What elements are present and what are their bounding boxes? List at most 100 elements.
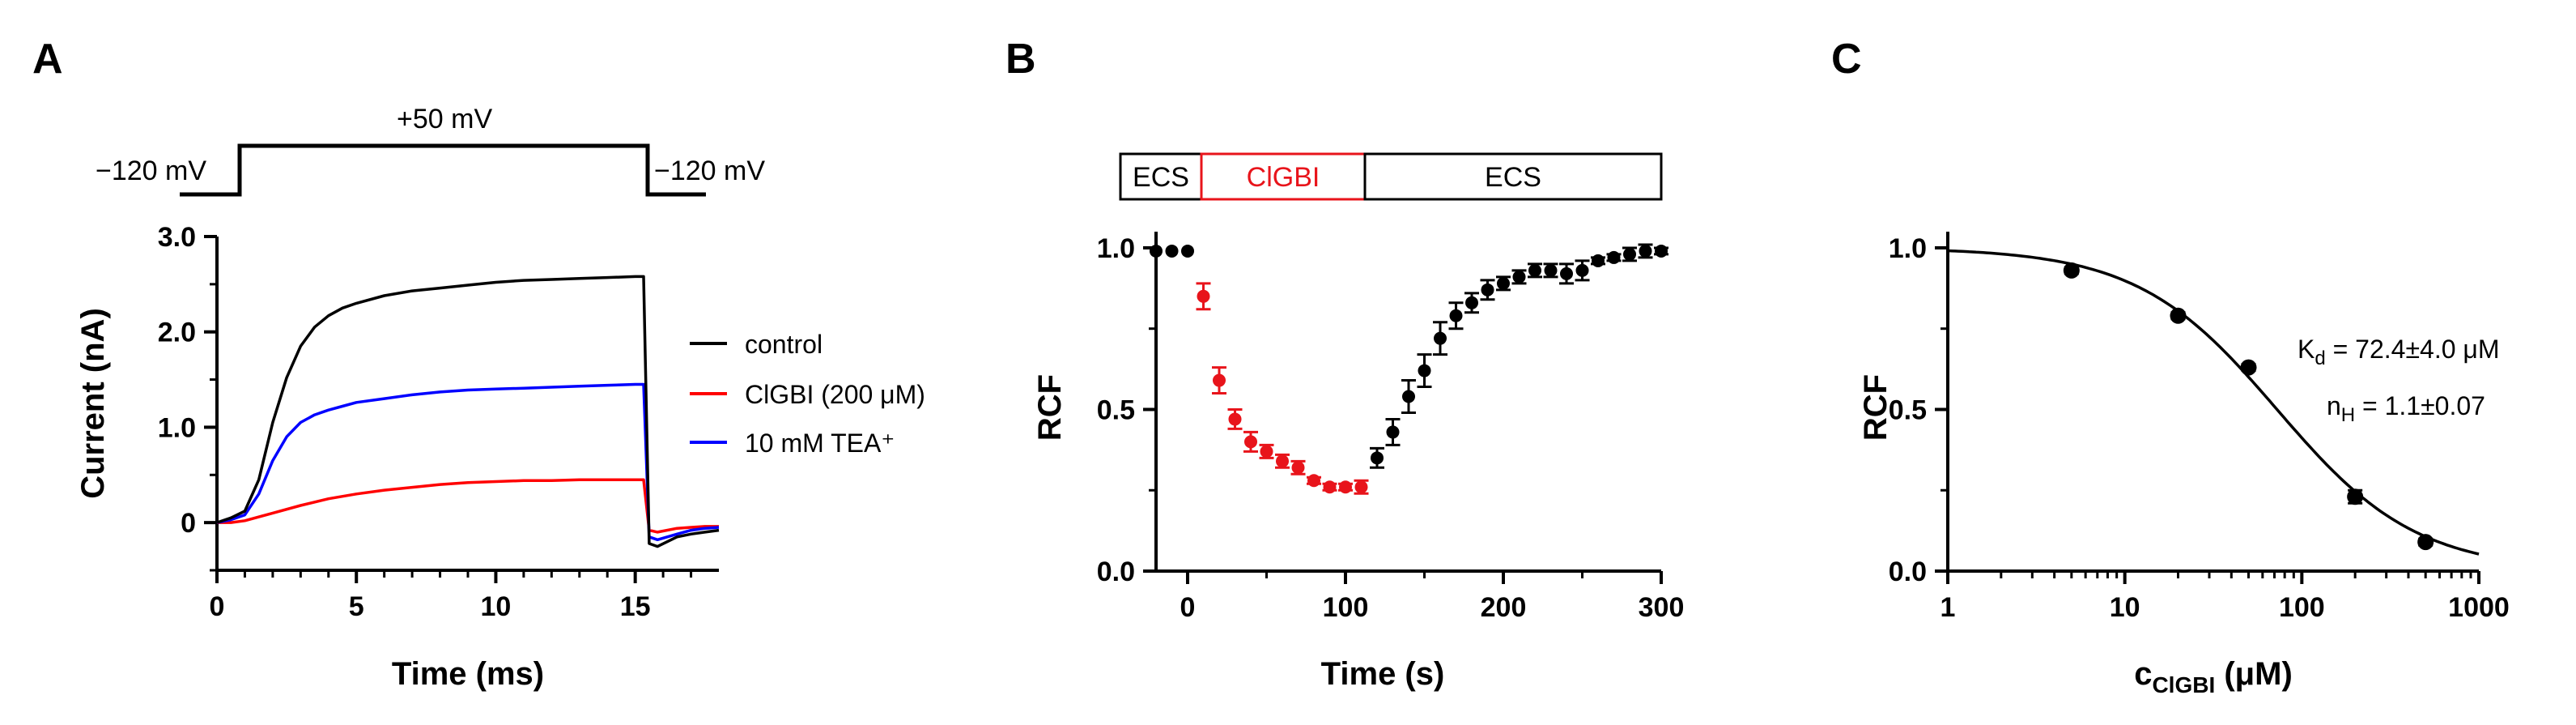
data-point xyxy=(1213,373,1226,387)
x-tick-label: 1000 xyxy=(2448,592,2510,623)
panel-c-x-axis-title-main: c xyxy=(2134,656,2152,692)
trace-tea xyxy=(216,382,720,542)
data-point xyxy=(1339,480,1352,494)
bar-ecs-left-label: ECS xyxy=(1133,162,1189,193)
voltage-protocol-trace xyxy=(180,143,706,197)
legend-label-clgbi: ClGBI (200 μM) xyxy=(745,380,925,409)
bar-ecs-right xyxy=(1363,152,1663,201)
data-point xyxy=(2170,307,2187,324)
panel-c-letter: C xyxy=(1831,36,1862,83)
panel-b-points xyxy=(1150,243,1668,495)
x-tick-label: 200 xyxy=(1481,592,1527,623)
y-tick-label: 0.5 xyxy=(1889,394,1927,425)
panel-a-ticks: 0 5 10 15 0 1.0 2.0 3.0 xyxy=(158,222,693,622)
x-tick-label: 10 xyxy=(2110,592,2140,623)
data-point xyxy=(2063,262,2080,279)
data-point xyxy=(1655,244,1668,258)
y-tick-label: 0.0 xyxy=(1889,557,1927,587)
data-point xyxy=(1607,250,1621,264)
panel-a-traces xyxy=(216,275,720,548)
trace-clgbi xyxy=(217,478,719,534)
x-tick-label: 10 xyxy=(481,591,512,622)
trace-control xyxy=(216,275,720,548)
panel-b-x-axis-title: Time (s) xyxy=(1321,656,1445,692)
data-point xyxy=(1528,263,1541,277)
panel-b-ticks: 0 100 200 300 0.0 0.5 1.0 xyxy=(1097,233,1685,623)
nh-annotation-value: = 1.1±0.07 xyxy=(2355,391,2485,420)
data-point xyxy=(1323,480,1337,494)
bar-ecs-right-label: ECS xyxy=(1485,162,1541,193)
panel-c-x-axis-title-sub: ClGBI xyxy=(2152,672,2215,697)
x-tick-label: 100 xyxy=(1323,592,1369,623)
data-point xyxy=(1307,474,1320,488)
protocol-step-label: +50 mV xyxy=(397,104,492,134)
kd-annotation: Kd = 72.4±4.0 μM xyxy=(2298,335,2499,369)
panel-b-y-axis-title: RCF xyxy=(1032,374,1068,441)
data-point xyxy=(1592,254,1605,267)
x-tick-label: 300 xyxy=(1639,592,1685,623)
data-point xyxy=(1560,267,1573,280)
data-point xyxy=(1639,244,1652,258)
data-point xyxy=(1481,283,1494,296)
data-point xyxy=(1497,276,1510,290)
panel-c-ticks: 1 10 100 1000 0.0 0.5 1.0 xyxy=(1889,233,2510,623)
panel-a-y-axis-title: Current (nA) xyxy=(75,308,111,499)
legend-label-tea: 10 mM TEA⁺ xyxy=(745,429,895,458)
data-point xyxy=(1402,390,1415,403)
data-point xyxy=(1371,451,1384,465)
nh-annotation-sub: H xyxy=(2341,404,2355,426)
panel-a-letter: A xyxy=(32,36,63,83)
y-tick-label: 0.5 xyxy=(1097,394,1135,425)
data-point xyxy=(1434,331,1447,345)
panel-a: A −120 mV +50 mV −120 mV 0 5 10 15 0 1.0 2.0 3.… xyxy=(32,36,925,692)
legend-label-control: control xyxy=(745,330,823,359)
panel-c-fit xyxy=(1947,249,2480,556)
kd-annotation-main: K xyxy=(2298,335,2315,364)
data-point xyxy=(1150,244,1163,258)
nh-annotation-main: n xyxy=(2327,391,2341,420)
data-point xyxy=(1386,425,1400,439)
data-point xyxy=(1197,289,1210,303)
data-point xyxy=(1165,244,1179,258)
y-tick-label: 1.0 xyxy=(1097,233,1135,264)
nh-annotation: nH = 1.1±0.07 xyxy=(2327,391,2485,426)
panel-c-y-axis-title: RCF xyxy=(1858,374,1894,441)
data-point xyxy=(2417,534,2434,551)
x-tick-label: 0 xyxy=(210,591,225,622)
panel-c-x-axis-title-unit: (μM) xyxy=(2215,656,2293,692)
data-point xyxy=(1244,435,1257,449)
kd-annotation-sub: d xyxy=(2315,348,2325,369)
data-point xyxy=(1623,247,1636,261)
data-point xyxy=(1260,445,1273,458)
x-tick-label: 1 xyxy=(1941,592,1956,623)
y-tick-label: 3.0 xyxy=(158,222,196,253)
y-tick-label: 1.0 xyxy=(158,412,196,443)
y-tick-label: 1.0 xyxy=(1889,233,1927,264)
y-tick-label: 0 xyxy=(181,508,196,539)
data-point xyxy=(1291,461,1305,475)
y-tick-label: 2.0 xyxy=(158,318,196,348)
bar-clgbi-label: ClGBI xyxy=(1247,162,1320,193)
data-point xyxy=(1575,263,1589,277)
x-tick-label: 0 xyxy=(1180,592,1196,623)
data-point xyxy=(1544,263,1558,277)
data-point xyxy=(2347,488,2364,505)
data-point xyxy=(1465,296,1478,309)
data-point xyxy=(1449,309,1463,322)
protocol-hold-left-label: −120 mV xyxy=(96,156,206,186)
panel-c: C 1 10 100 1000 0.0 0.5 1.0 RCF cClGBI (μM) Kd… xyxy=(1831,36,2510,697)
y-tick-label: 0.0 xyxy=(1097,557,1135,587)
data-point xyxy=(1181,244,1194,258)
data-point xyxy=(1228,412,1242,426)
x-tick-label: 100 xyxy=(2279,592,2325,623)
panel-c-points xyxy=(2063,262,2434,551)
panel-c-x-axis-title: cClGBI (μM) xyxy=(2134,656,2293,697)
bar-clgbi xyxy=(1200,152,1367,201)
data-point xyxy=(1354,480,1368,494)
data-point xyxy=(1418,364,1431,377)
protocol-hold-right-label: −120 mV xyxy=(654,156,765,186)
data-point xyxy=(1512,270,1526,284)
hill-fit-curve xyxy=(1947,249,2480,556)
